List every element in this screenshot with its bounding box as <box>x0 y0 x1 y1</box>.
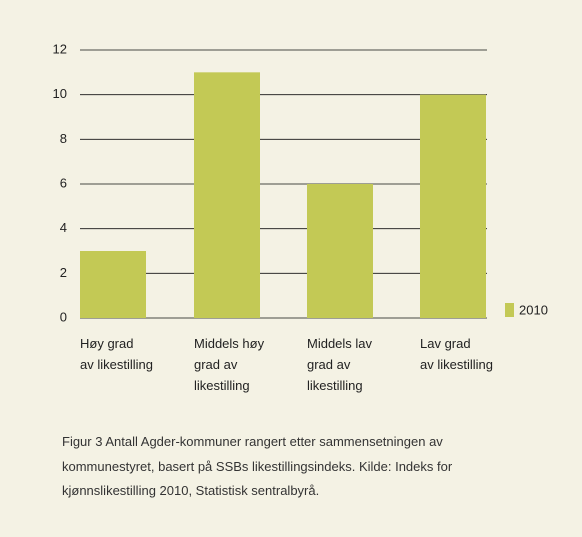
y-tick-label: 6 <box>60 175 67 190</box>
y-tick-label: 2 <box>60 265 67 280</box>
y-tick-label: 8 <box>60 131 67 146</box>
y-tick-label: 4 <box>60 220 67 235</box>
caption: Figur 3 Antall Agder-kommuner rangert et… <box>62 434 453 498</box>
x-tick-label: Middels høy grad av likestilling <box>194 336 265 393</box>
legend-swatch <box>505 303 514 317</box>
x-tick-label: Lav grad av likestilling <box>420 336 493 372</box>
bar <box>307 184 373 318</box>
bar <box>80 251 146 318</box>
bar <box>420 94 486 319</box>
y-tick-label: 10 <box>53 86 67 101</box>
y-tick-label: 12 <box>53 41 67 56</box>
x-tick-label: Middels lav grad av likestilling <box>307 336 373 393</box>
legend-label: 2010 <box>519 302 548 317</box>
y-tick-label: 0 <box>60 309 67 324</box>
bar <box>194 72 260 318</box>
chart: 0 2 4 6 8 10 12 2010 <box>53 41 548 324</box>
x-tick-label: Høy grad av likestilling <box>80 336 153 372</box>
